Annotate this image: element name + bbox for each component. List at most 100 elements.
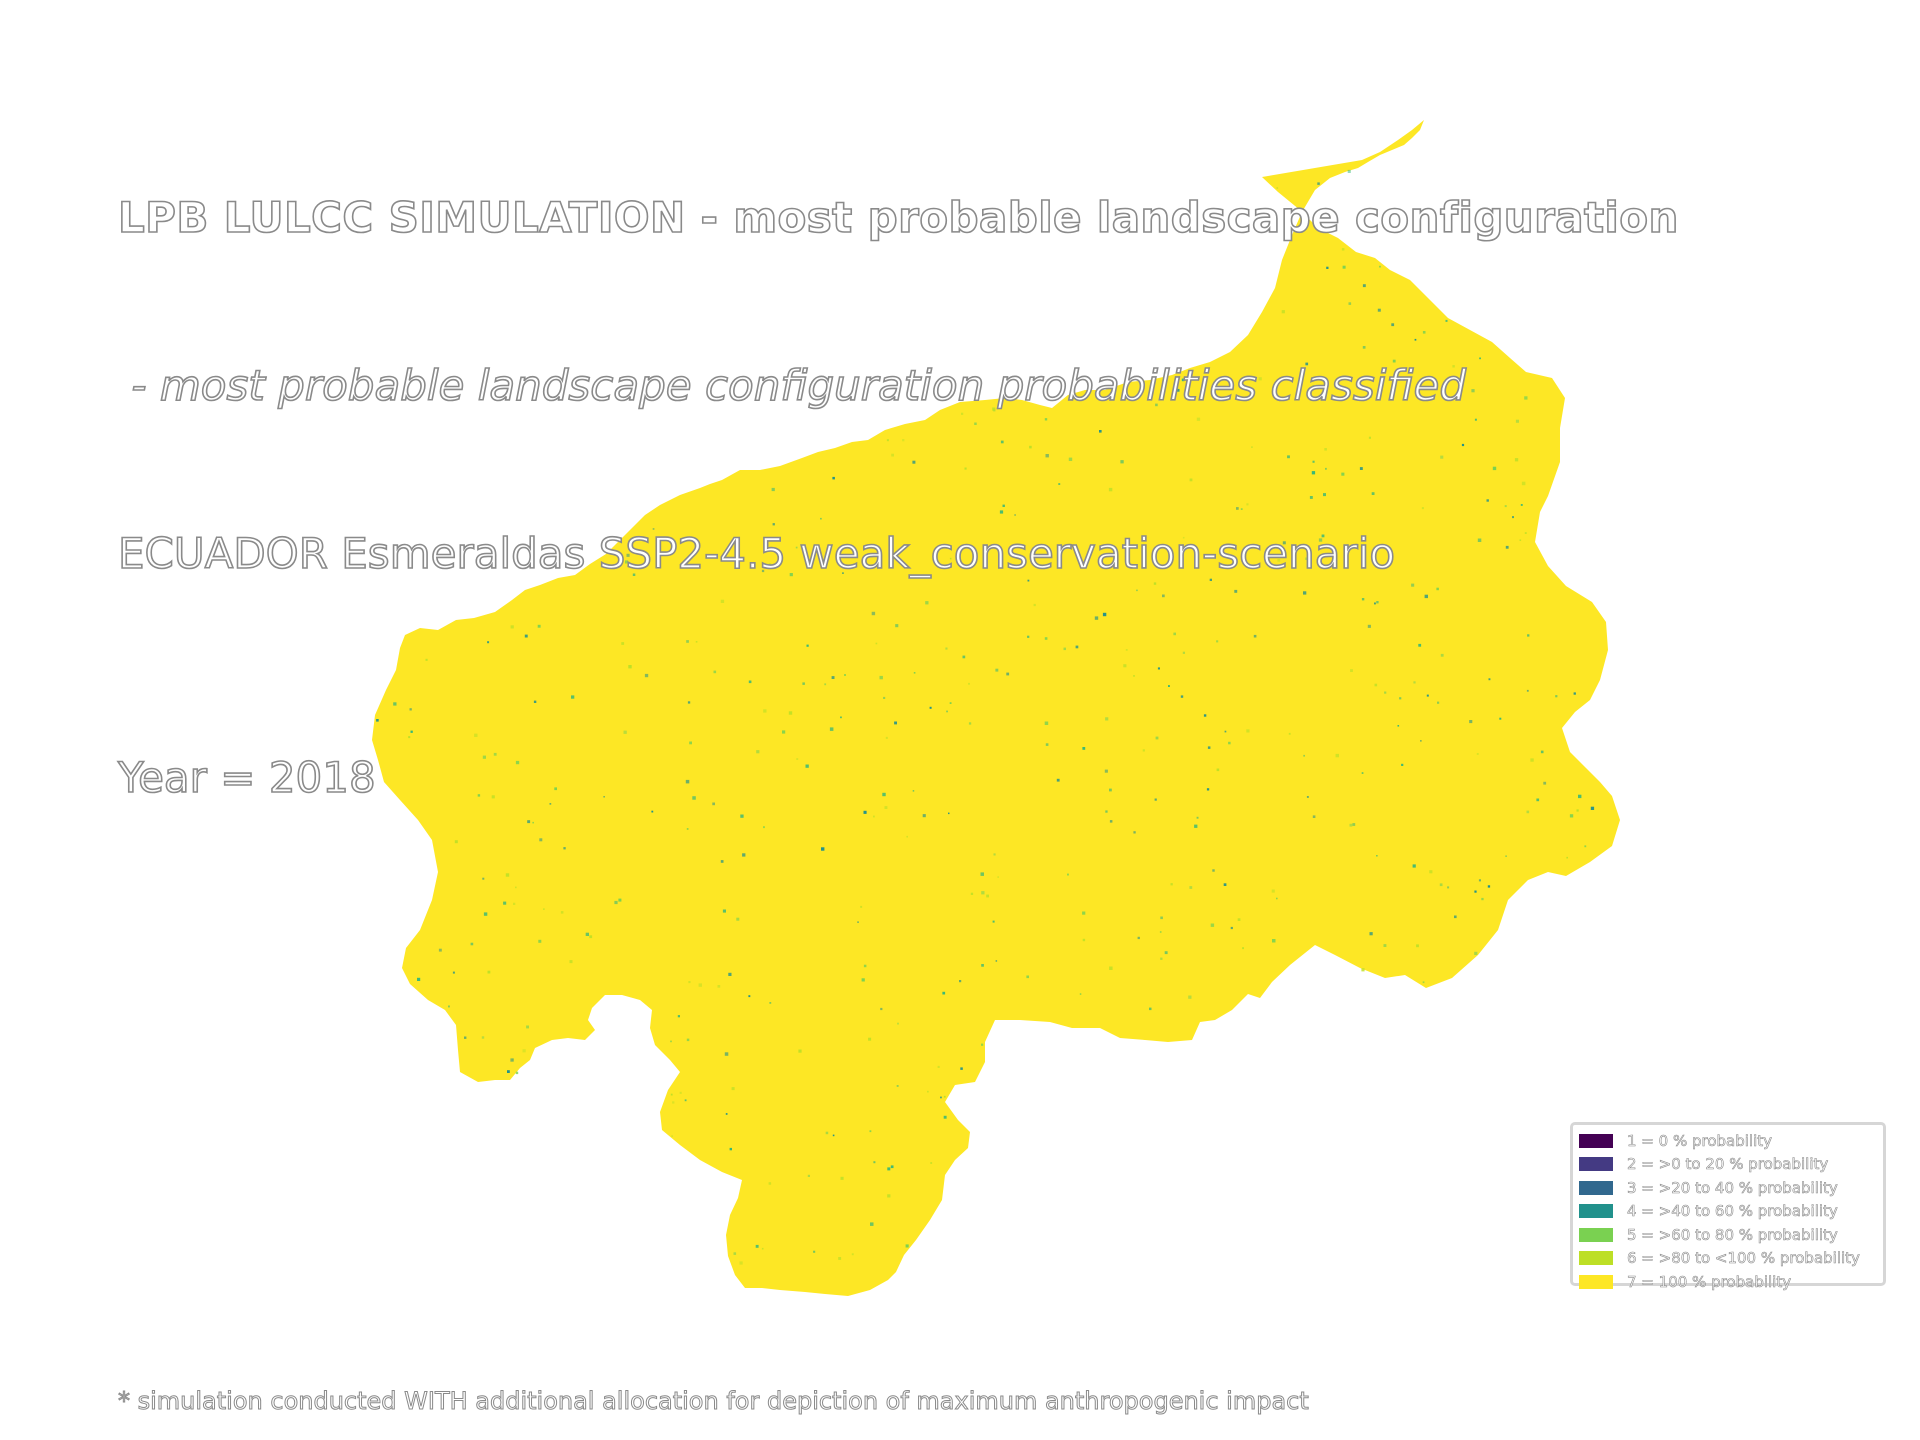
legend-label-7: 7 = 100 % probability [1627,1272,1792,1291]
speckle [883,696,886,699]
speckle [1555,695,1558,698]
speckle [487,641,490,644]
speckle [886,439,889,442]
speckle [1540,750,1544,754]
speckle [1412,864,1416,868]
speckle [515,760,520,765]
speckle [652,528,655,530]
speckle [925,601,929,605]
speckle [526,1025,529,1029]
speckle [623,730,627,734]
speckle [1108,487,1113,492]
speckle [1361,598,1365,601]
speckle [1303,591,1307,595]
speckle [563,847,566,850]
speckle [1515,419,1519,423]
speckle [887,1167,891,1171]
speckle [1488,678,1491,681]
speckle [1536,798,1540,802]
speckle [1026,975,1029,979]
speckle [1440,653,1444,657]
speckle [626,553,630,557]
speckle [1363,538,1366,542]
speckle [1210,923,1215,927]
speckle [1317,182,1320,185]
speckle [1384,691,1387,694]
speckle [474,733,478,737]
speckle [868,1037,872,1041]
speckle [1524,532,1527,534]
speckle [1044,418,1048,421]
speckle [1526,689,1529,692]
speckle [1573,692,1576,695]
speckle [1154,798,1157,801]
speckle [1196,816,1199,819]
speckle [1474,890,1477,893]
speckle [948,812,950,815]
speckle [1133,675,1135,677]
speckle [1240,508,1243,510]
speckle [524,634,528,638]
speckle [482,755,486,759]
speckle [1282,541,1286,545]
speckle [571,695,575,699]
speckle [968,722,972,725]
speckle [1471,389,1475,393]
speckle [510,625,514,629]
speckle [1162,594,1165,598]
speckle [1311,471,1316,475]
speckle [788,711,793,715]
speckle [1271,889,1275,893]
speckle [1109,820,1113,823]
speckle [1082,747,1086,750]
speckle [1142,749,1145,752]
speckle [632,573,636,576]
speckle [1352,823,1356,826]
speckle [393,702,397,706]
speckle [625,560,629,564]
speckle [1401,763,1404,766]
speckle [538,939,542,943]
speckle [1137,936,1140,940]
speckle [1109,966,1113,970]
legend-item-2: 2 = >0 to 20 % probability [1579,1153,1877,1177]
speckle [483,912,488,916]
speckle [1000,440,1004,444]
speckle [1452,365,1455,368]
speckle [1196,417,1201,421]
speckle [769,1002,772,1004]
speckle [1033,603,1036,607]
speckle [1335,753,1339,758]
speckle [1526,810,1530,814]
speckle [1429,870,1433,874]
speckle [1426,694,1429,697]
speckle [879,675,883,680]
speckle [1189,478,1193,482]
speckle [1277,558,1281,562]
speckle [1379,265,1381,268]
speckle [679,1091,682,1094]
speckle [1206,788,1210,791]
legend-label-4: 4 = >40 to 60 % probability [1627,1202,1838,1221]
speckle [1082,911,1086,915]
speckle [527,820,531,824]
speckle [1216,768,1220,772]
speckle [1492,466,1497,471]
speckle [1209,578,1212,581]
speckle [968,682,970,685]
speckle [1312,385,1315,388]
speckle [942,991,946,995]
legend-label-1: 1 = 0 % probability [1627,1131,1773,1150]
speckle [1006,672,1010,676]
speckle [961,412,964,415]
speckle [1520,504,1523,506]
legend-swatch-7 [1579,1274,1613,1289]
speckle [1347,169,1351,173]
speckle [408,736,411,739]
speckle [929,706,932,709]
legend-swatch-4 [1579,1204,1613,1219]
speckle [1212,869,1215,872]
speckle [1369,932,1373,936]
speckle [1349,823,1353,827]
speckle [863,964,867,968]
